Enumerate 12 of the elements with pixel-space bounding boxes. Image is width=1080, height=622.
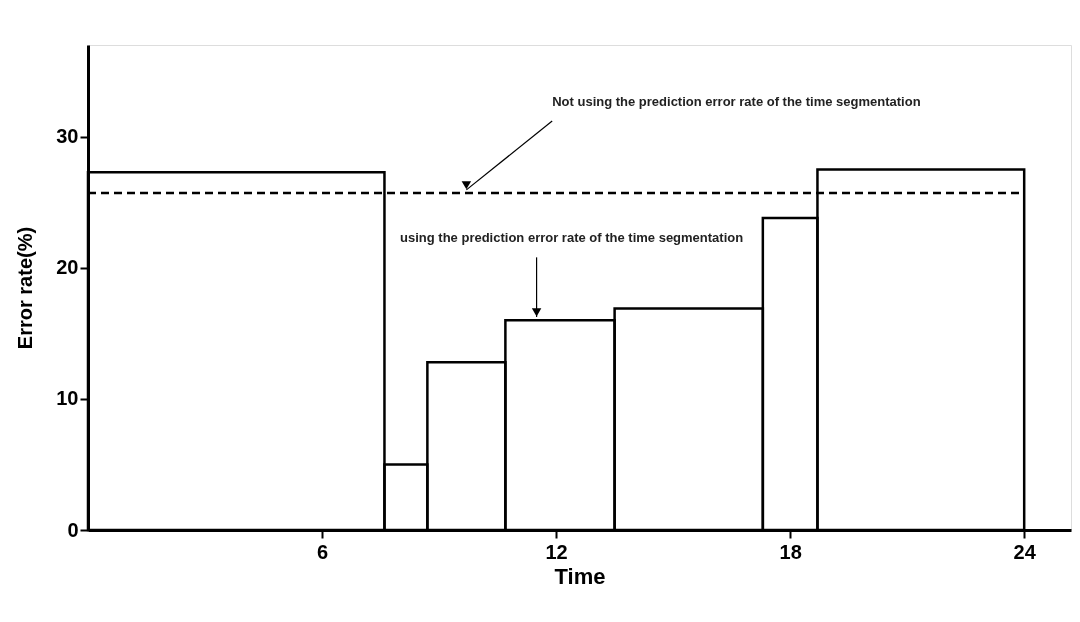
annotation: using the prediction error rate of the time segmentation xyxy=(400,229,744,245)
y-tick-label: 20 xyxy=(56,256,79,279)
x-tick-label: 12 xyxy=(545,540,568,563)
y-axis-title: Error rate(%) xyxy=(14,226,37,350)
y-tick-label: 30 xyxy=(56,125,79,148)
y-tick-label: 10 xyxy=(56,387,79,410)
x-tick-label: 18 xyxy=(779,540,802,563)
x-tick-label: 6 xyxy=(316,540,329,563)
x-tick-label: 24 xyxy=(1013,540,1037,563)
annotation: Not using the prediction error rate of the time segmentation xyxy=(552,93,921,109)
x-axis-title: Time xyxy=(554,563,606,589)
y-tick-label: 0 xyxy=(67,518,79,541)
